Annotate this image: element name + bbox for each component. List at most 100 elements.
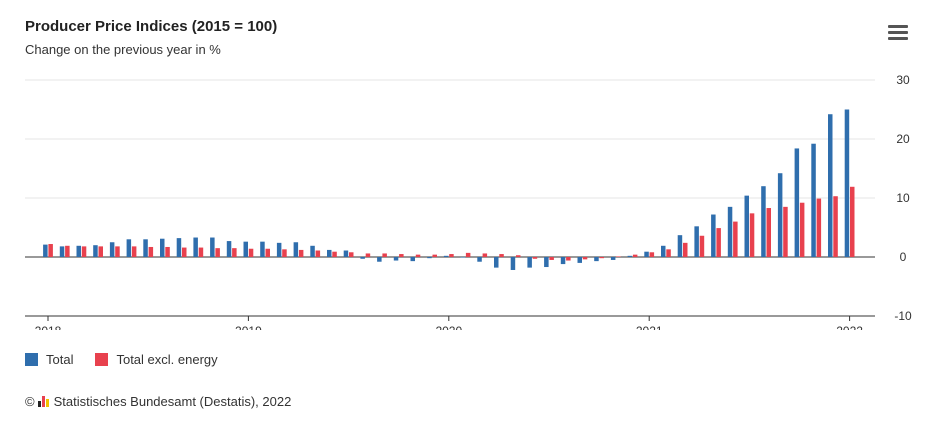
bar-excl-energy[interactable]: [516, 255, 521, 257]
bar-total[interactable]: [460, 257, 466, 258]
bar-excl-energy[interactable]: [198, 247, 204, 257]
bar-excl-energy[interactable]: [115, 246, 120, 257]
bar-excl-energy[interactable]: [399, 254, 404, 257]
bar-total[interactable]: [410, 257, 416, 262]
bar-excl-energy[interactable]: [482, 253, 488, 257]
bar-total[interactable]: [811, 143, 816, 257]
bar-total[interactable]: [711, 214, 716, 257]
bar-total[interactable]: [176, 238, 182, 257]
bar-excl-energy[interactable]: [532, 257, 538, 259]
bar-excl-energy[interactable]: [232, 248, 237, 257]
bar-total[interactable]: [677, 235, 683, 257]
bar-total[interactable]: [494, 257, 499, 268]
bar-excl-energy[interactable]: [165, 246, 170, 257]
bar-excl-energy[interactable]: [65, 245, 70, 257]
bar-excl-energy[interactable]: [616, 256, 621, 257]
bar-excl-energy[interactable]: [716, 228, 721, 257]
bar-total[interactable]: [93, 245, 98, 257]
bar-excl-energy[interactable]: [683, 242, 688, 257]
bar-total[interactable]: [109, 242, 115, 257]
bar-total[interactable]: [761, 186, 766, 257]
bar-excl-energy[interactable]: [699, 235, 705, 257]
bar-excl-energy[interactable]: [282, 249, 287, 257]
bar-excl-energy[interactable]: [315, 250, 321, 257]
bar-excl-energy[interactable]: [332, 251, 337, 257]
bar-excl-energy[interactable]: [449, 254, 454, 257]
bar-excl-energy[interactable]: [582, 257, 588, 260]
bar-excl-energy[interactable]: [599, 257, 605, 259]
bar-total[interactable]: [276, 242, 282, 257]
bar-total[interactable]: [43, 244, 48, 257]
bar-total[interactable]: [443, 255, 449, 257]
bar-total[interactable]: [193, 237, 198, 257]
bar-excl-energy[interactable]: [799, 202, 805, 257]
bar-excl-energy[interactable]: [566, 257, 571, 261]
bar-excl-energy[interactable]: [649, 252, 655, 257]
bar-excl-energy[interactable]: [816, 198, 822, 257]
bar-excl-energy[interactable]: [465, 252, 471, 257]
bar-excl-energy[interactable]: [98, 246, 104, 257]
bar-total[interactable]: [828, 114, 833, 257]
bar-total[interactable]: [427, 257, 432, 259]
bar-excl-energy[interactable]: [415, 254, 421, 257]
bar-excl-energy[interactable]: [131, 246, 137, 257]
bar-total[interactable]: [293, 242, 299, 257]
bar-excl-energy[interactable]: [766, 208, 772, 257]
bar-excl-energy[interactable]: [148, 246, 154, 257]
bar-excl-energy[interactable]: [265, 248, 271, 257]
bar-excl-energy[interactable]: [666, 249, 671, 257]
bar-total[interactable]: [744, 195, 750, 257]
bar-total[interactable]: [560, 257, 566, 265]
bar-total[interactable]: [360, 257, 365, 259]
bar-excl-energy[interactable]: [81, 246, 87, 257]
bar-total[interactable]: [727, 206, 733, 257]
bar-excl-energy[interactable]: [632, 254, 638, 257]
bar-total[interactable]: [210, 237, 215, 257]
bar-excl-energy[interactable]: [215, 248, 220, 257]
bar-excl-energy[interactable]: [833, 196, 838, 257]
bar-total[interactable]: [226, 241, 232, 257]
bar-excl-energy[interactable]: [365, 253, 371, 257]
bar-total[interactable]: [126, 239, 132, 257]
bar-excl-energy[interactable]: [349, 252, 354, 257]
bar-total[interactable]: [160, 238, 165, 257]
bar-total[interactable]: [661, 245, 666, 257]
bar-excl-energy[interactable]: [499, 254, 504, 257]
bar-total[interactable]: [310, 245, 315, 257]
bar-excl-energy[interactable]: [549, 257, 554, 260]
bar-total[interactable]: [377, 257, 382, 262]
bar-total[interactable]: [76, 245, 82, 257]
bar-total[interactable]: [627, 255, 633, 257]
bar-total[interactable]: [393, 257, 399, 261]
bar-total[interactable]: [794, 148, 800, 257]
bar-total[interactable]: [544, 257, 549, 268]
bar-total[interactable]: [527, 257, 532, 268]
bar-total[interactable]: [594, 257, 599, 262]
legend-item-excl-energy[interactable]: Total excl. energy: [95, 352, 218, 367]
bar-total[interactable]: [143, 239, 148, 257]
bar-excl-energy[interactable]: [248, 248, 254, 257]
bar-excl-energy[interactable]: [749, 213, 755, 257]
bar-excl-energy[interactable]: [182, 247, 187, 257]
bar-excl-energy[interactable]: [48, 244, 53, 257]
credit-text[interactable]: Statistisches Bundesamt (Destatis), 2022: [53, 394, 292, 409]
bar-excl-energy[interactable]: [382, 253, 387, 257]
bar-excl-energy[interactable]: [298, 249, 304, 257]
bar-excl-energy[interactable]: [783, 206, 788, 257]
bar-total[interactable]: [327, 249, 332, 257]
bar-total[interactable]: [510, 257, 516, 270]
bar-total[interactable]: [610, 257, 616, 260]
hamburger-menu-icon[interactable]: [888, 25, 908, 41]
bar-excl-energy[interactable]: [432, 254, 438, 257]
bar-excl-energy[interactable]: [850, 186, 855, 257]
legend-item-total[interactable]: Total: [25, 352, 73, 367]
bar-total[interactable]: [260, 241, 265, 257]
bar-total[interactable]: [59, 246, 65, 257]
bar-total[interactable]: [644, 251, 649, 257]
bar-total[interactable]: [243, 241, 249, 257]
bar-total[interactable]: [477, 257, 482, 262]
bar-total[interactable]: [777, 173, 783, 257]
bar-total[interactable]: [844, 109, 850, 258]
bar-total[interactable]: [577, 257, 583, 263]
bar-excl-energy[interactable]: [733, 221, 738, 257]
